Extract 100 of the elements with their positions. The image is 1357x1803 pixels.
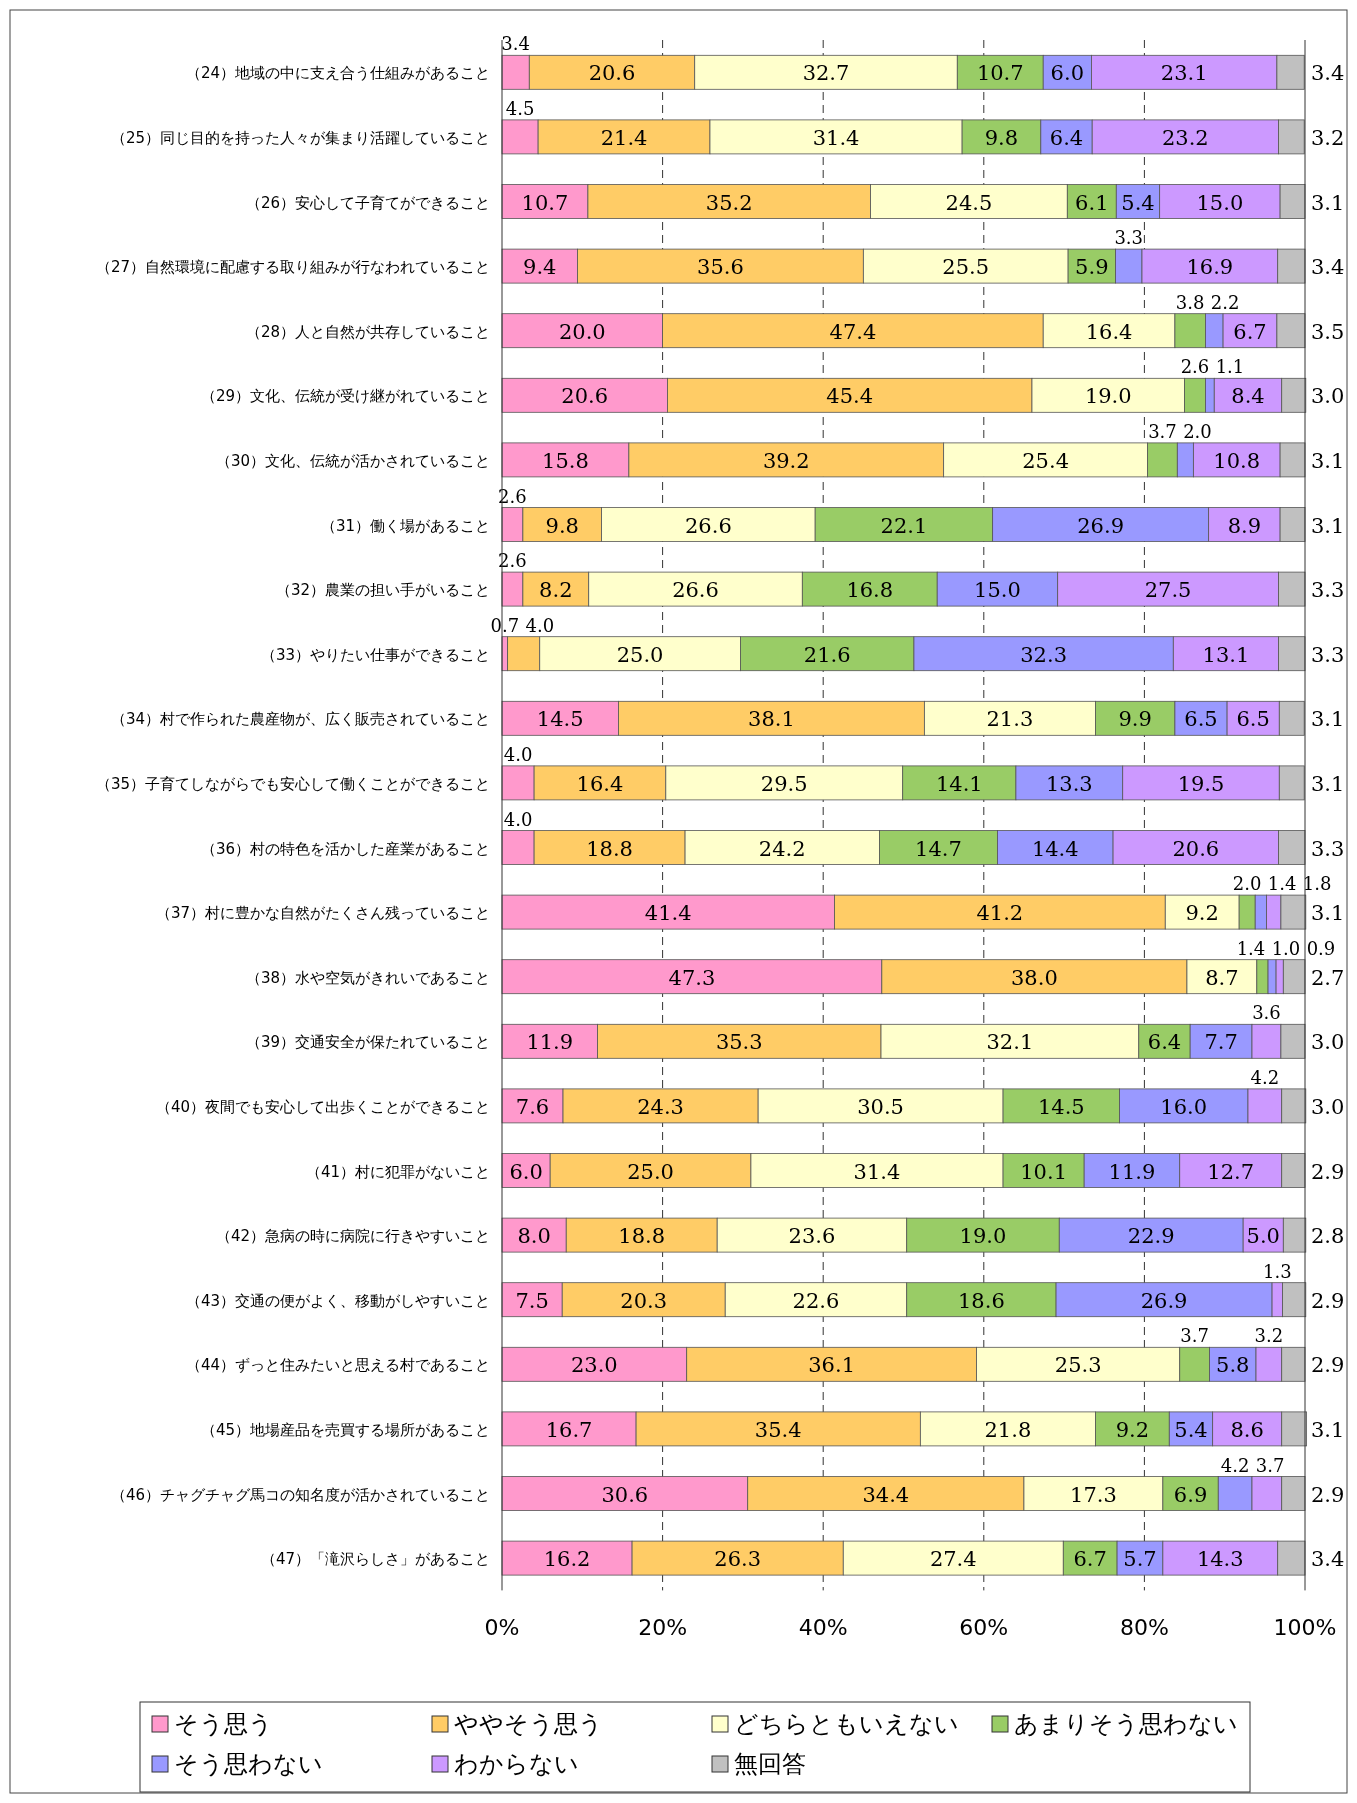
data-label: 12.7 [1207,1159,1255,1184]
data-label: 6.7 [1233,319,1267,344]
y-tick-label: （37）村に豊かな自然がたくさん残っていること [155,904,490,923]
data-label: 7.5 [515,1288,549,1313]
data-label: 2.9 [1311,1159,1345,1184]
legend-label: わからない [454,1750,579,1778]
data-label: 1.1 [1215,356,1245,378]
x-tick-label: 60% [959,1615,1009,1641]
data-label: 2.6 [1180,356,1210,378]
data-label: 2.0 [1183,420,1212,442]
data-label: 27.4 [929,1547,977,1572]
x-tick-label: 80% [1119,1615,1169,1641]
data-label: 3.3 [1311,642,1345,667]
data-label: 5.4 [1174,1417,1208,1442]
y-tick-label: （36）村の特色を活かした産業があること [200,839,490,858]
data-label: 22.1 [880,513,928,538]
data-label: 3.1 [1311,771,1345,796]
y-tick-label: （42）急病の時に病院に行きやすいこと [215,1227,490,1246]
data-label: 14.1 [935,771,983,796]
y-tick-label: （45）地場産品を売買する場所があること [200,1420,490,1439]
data-label: 6.7 [1073,1547,1107,1572]
data-label: 16.0 [1160,1094,1208,1119]
legend-label: あまりそう思わない [1014,1710,1238,1738]
data-label: 29.5 [760,771,808,796]
data-label: 3.3 [1311,836,1345,861]
data-label: 10.1 [1020,1159,1068,1184]
data-label: 11.9 [1108,1159,1156,1184]
data-label: 18.8 [586,836,633,861]
data-label: 25.0 [627,1159,674,1184]
data-label: 2.2 [1210,291,1240,313]
data-label: 31.4 [812,125,860,150]
data-label: 23.6 [788,1224,836,1249]
data-label: 5.0 [1246,1224,1280,1249]
y-tick-label: （43）交通の便がよく、移動がしやすいこと [185,1291,490,1310]
data-label: 4.0 [525,614,555,636]
y-tick-label: （35）子育てしながらでも安心して働くことができること [95,774,490,793]
data-label: 18.8 [618,1224,666,1249]
data-label: 3.2 [1311,125,1345,150]
data-label: 8.6 [1230,1417,1264,1442]
data-label: 34.4 [862,1482,910,1507]
data-label: 27.5 [1144,578,1192,603]
data-label: 3.4 [1311,255,1345,280]
data-label: 4.0 [503,743,533,765]
y-tick-label: （27）自然環境に配慮する取り組みが行なわれていること [95,258,490,277]
data-label: 3.3 [1114,227,1144,249]
data-label: 6.9 [1173,1482,1208,1507]
data-label: 39.2 [762,448,810,473]
data-label: 21.8 [984,1417,1032,1442]
data-label: 24.5 [945,190,993,215]
legend-label: どちらともいえない [734,1710,959,1738]
data-label: 4.2 [1250,1066,1280,1088]
data-label: 47.3 [668,965,716,990]
data-label: 26.6 [672,578,719,603]
data-label: 14.3 [1196,1547,1244,1572]
data-label: 20.6 [588,61,636,86]
data-label: 1.8 [1302,873,1332,895]
y-tick-label: （40）夜間でも安心して出歩くことができること [155,1097,490,1116]
data-label: 9.9 [1118,707,1152,732]
y-tick-label: （46）チャグチャグ馬コの知名度が活かされていること [110,1485,490,1504]
data-label: 8.4 [1231,384,1265,409]
data-label: 24.3 [637,1094,684,1119]
legend-label: そう思わない [174,1750,323,1778]
data-label: 16.7 [545,1417,593,1442]
data-label: 23.0 [570,1353,618,1378]
data-label: 19.5 [1177,771,1225,796]
data-label: 8.7 [1205,965,1239,990]
y-tick-label: （28）人と自然が共存していること [245,322,490,341]
y-tick-label: （24）地域の中に支え合う仕組みがあること [185,64,490,83]
data-label: 3.1 [1311,1417,1345,1442]
data-label: 15.0 [1196,190,1244,215]
data-label: 3.8 [1175,291,1205,313]
data-label: 0.9 [1306,937,1336,959]
data-label: 10.8 [1213,448,1261,473]
data-label: 17.3 [1070,1482,1117,1507]
data-label: 5.9 [1075,255,1109,280]
data-label: 22.9 [1127,1224,1175,1249]
data-label: 3.7 [1180,1325,1209,1347]
data-label: 3.1 [1311,190,1345,215]
y-tick-label: （32）農業の担い手がいること [275,581,490,600]
data-label: 3.3 [1311,578,1345,603]
data-label: 47.4 [829,319,877,344]
data-label: 16.9 [1186,255,1234,280]
data-label: 3.4 [1311,1547,1345,1572]
data-label: 14.5 [1037,1094,1085,1119]
y-tick-label: （47）「滝沢らしさ」があること [260,1550,490,1569]
y-tick-label: （44）ずっと住みたいと思える村であること [185,1356,490,1375]
data-label: 15.8 [542,448,589,473]
data-label: 2.6 [498,550,527,572]
data-label: 23.2 [1161,125,1209,150]
data-label: 8.0 [517,1224,551,1249]
data-label: 4.0 [503,808,533,830]
data-label: 25.0 [616,642,664,667]
y-tick-label: （31）働く場があること [320,516,490,535]
data-label: 16.4 [1085,319,1133,344]
data-label: 6.1 [1075,190,1109,215]
y-tick-label: （39）交通安全が保たれていること [245,1033,490,1052]
data-label: 2.6 [498,485,527,507]
data-label: 2.0 [1232,873,1262,895]
data-label: 3.6 [1252,1002,1281,1024]
data-label: 6.5 [1184,707,1218,732]
